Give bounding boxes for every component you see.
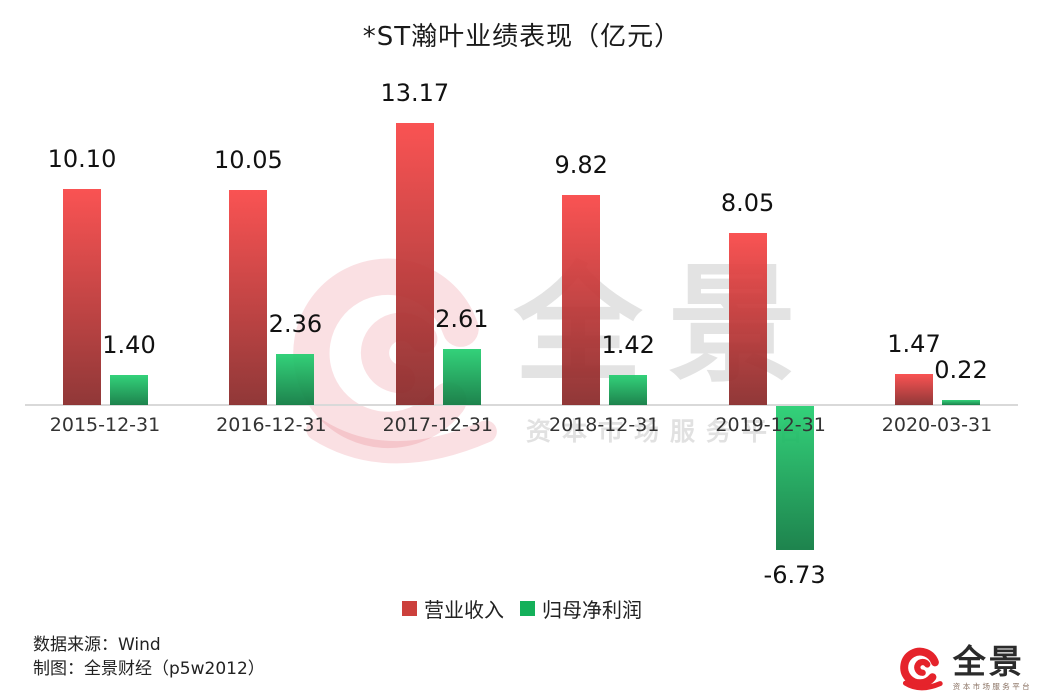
chart-credit-text: 制图：全景财经（p5w2012） [33, 659, 265, 679]
x-axis-label: 2020-03-31 [881, 414, 993, 436]
value-label: 8.05 [720, 189, 775, 217]
value-label: 0.22 [934, 356, 988, 384]
footer: 数据来源：Wind 制图：全景财经（p5w2012） [33, 633, 265, 681]
profit-bar [110, 375, 148, 405]
legend-item-profit: 归母净利润 [520, 594, 642, 623]
value-label: 1.42 [601, 331, 655, 359]
watermark-tagline-text: 资本市场服务平台 [526, 417, 815, 446]
data-source-text: 数据来源：Wind [33, 635, 161, 655]
profit-bar [442, 349, 481, 405]
x-axis-label: 2015-12-31 [49, 414, 161, 436]
legend-swatch-icon [402, 601, 417, 616]
value-label: 10.05 [214, 146, 283, 174]
value-label: 1.40 [102, 331, 156, 359]
revenue-bar [229, 190, 268, 405]
x-axis-label: 2018-12-31 [548, 414, 660, 436]
brand-name: 全景 [952, 641, 1025, 681]
value-label: 2.36 [268, 310, 323, 338]
legend-swatch-icon [520, 601, 535, 616]
legend-item-revenue: 营业收入 [402, 594, 504, 623]
profit-bar [276, 354, 315, 405]
revenue-bar [728, 233, 767, 405]
revenue-bar [63, 189, 101, 405]
watermark-brand-text: 全景 [514, 251, 823, 400]
value-label: 1.47 [887, 330, 941, 358]
x-axis-label: 2017-12-31 [382, 414, 494, 436]
revenue-bar [895, 374, 933, 405]
x-axis-line [25, 404, 1018, 406]
value-label: 9.82 [554, 151, 608, 179]
x-axis-label: 2019-12-31 [715, 414, 826, 436]
revenue-bar [395, 123, 434, 405]
profit-bar [942, 400, 980, 405]
brand-tagline: 资本市场服务平台 [952, 681, 1032, 691]
brand-logo-icon [894, 642, 946, 694]
revenue-bar [562, 195, 601, 405]
value-label: 13.17 [380, 79, 450, 107]
legend: 营业收入 归母净利润 [0, 594, 1044, 623]
profit-bar [775, 406, 814, 550]
legend-label: 营业收入 [424, 598, 504, 622]
legend-label: 归母净利润 [542, 598, 642, 622]
profit-bar [609, 375, 648, 405]
value-label: 2.61 [435, 305, 489, 333]
chart-title: *ST瀚叶业绩表现（亿元） [362, 22, 682, 52]
x-axis-label: 2016-12-31 [216, 414, 327, 436]
value-label: -6.73 [763, 561, 826, 589]
value-label: 10.10 [47, 145, 117, 173]
brand-logo: 全景 资本市场服务平台 [894, 642, 1032, 694]
